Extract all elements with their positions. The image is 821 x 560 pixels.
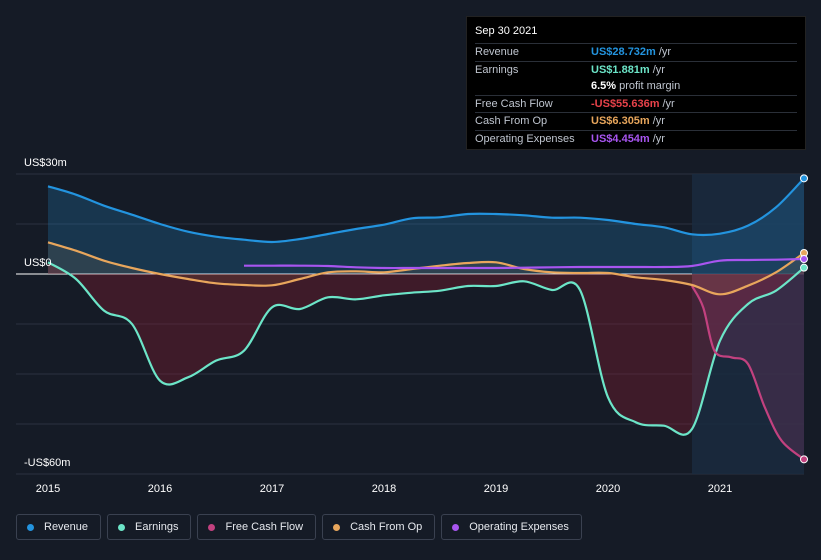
legend-item-revenue[interactable]: Revenue [16,514,102,540]
line-revenue [47,177,805,244]
tooltip-row-value: US$6.305m [591,115,650,128]
tooltip-row-unit: /yr [662,97,675,110]
tooltip-row: Earnings US$1.881m/yr [475,60,797,79]
tooltip-row-unit: /yr [652,63,665,76]
area-free-cash-flow [692,274,804,460]
x-tick-label-2021: 2021 [708,483,732,495]
legend-dot-icon [452,523,460,531]
tooltip-row-unit: /yr [652,132,665,145]
y-tick-label-top: US$30m [24,157,67,169]
legend-label: Earnings [135,521,179,533]
legend-item-operating-expenses[interactable]: Operating Expenses [441,514,582,540]
tooltip-date: Sep 30 2021 [475,25,538,37]
tooltip-row: Free Cash Flow -US$55.636m/yr [475,94,797,113]
legend-item-free-cash-flow[interactable]: Free Cash Flow [197,514,317,540]
tooltip-row-unit: /yr [652,115,665,128]
tooltip-row-label: Cash From Op [475,115,548,128]
tooltip-row-label: Earnings [475,63,519,76]
legend-dot-icon [208,523,216,531]
tooltip-row-value: US$4.454m [591,132,650,145]
marker-revenue [800,174,808,183]
x-tick-label-2016: 2016 [148,483,172,495]
tooltip-row: Revenue US$28.732m/yr [475,43,797,61]
x-tick-label-2018: 2018 [372,483,396,495]
tooltip-row-label: Free Cash Flow [475,97,553,110]
highlight-rect [692,174,804,474]
line-operating-expenses [244,257,805,270]
end-markers [800,174,808,464]
y-tick-label-zero: US$0 [24,257,52,269]
series-areas [48,178,804,460]
legend-item-earnings[interactable]: Earnings [107,514,192,540]
highlight-region [692,174,804,474]
tooltip-row-value: US$28.732m [591,46,656,59]
x-tick-labels: 2015 2016 2017 2018 2019 2020 2021 [36,483,732,495]
marker-operating-expenses [800,255,808,263]
tooltip-row: 6.5% profit margin [475,78,797,95]
tooltip-row: Cash From Op US$6.305m/yr [475,112,797,130]
tooltip-row: Operating Expenses US$4.454m/yr [475,129,797,148]
line-earnings [47,261,805,436]
legend-label: Revenue [44,521,89,533]
x-tick-label-2019: 2019 [484,483,508,495]
x-tick-label-2015: 2015 [36,483,60,495]
legend-dot-icon [118,523,126,531]
legend: Revenue Earnings Free Cash Flow Cash From O… [16,514,582,540]
tooltip-row-label: Operating Expenses [475,132,575,145]
legend-label: Operating Expenses [469,521,569,533]
tooltip-row-unit: /yr [658,46,672,59]
tooltip-panel: Sep 30 2021 Revenue US$28.732m/yr Earnings… [466,16,806,150]
x-tick-label-2017: 2017 [260,483,284,495]
legend-label: Free Cash Flow [225,521,304,533]
x-tick-label-2020: 2020 [596,483,620,495]
line-free-cash-flow [691,285,805,461]
legend-dot-icon [27,523,34,531]
area-revenue [48,178,804,274]
marker-earnings [800,263,808,272]
marker-free-cash-flow [800,455,808,464]
tooltip-row-value: 6.5% [591,80,617,93]
area-earnings [48,262,804,435]
legend-item-cash-from-op[interactable]: Cash From Op [322,514,436,540]
legend-dot-icon [333,523,341,531]
tooltip-row-value: US$1.881m [591,63,650,76]
chart-plot: US$30m US$0 -US$60m 2015 2016 2017 2018 2019… [16,157,808,495]
series-lines [47,177,805,461]
y-tick-label-bottom: -US$60m [24,457,70,469]
tooltip-row-label: Revenue [475,46,520,59]
tooltip-row-unit: profit margin [619,80,681,93]
tooltip-row-value: -US$55.636m [591,97,660,110]
tooltip-rows: Revenue US$28.732m/yr Earnings US$1.881m/yr… [475,43,797,147]
grid-lines [16,173,804,475]
legend-label: Cash From Op [350,521,423,533]
